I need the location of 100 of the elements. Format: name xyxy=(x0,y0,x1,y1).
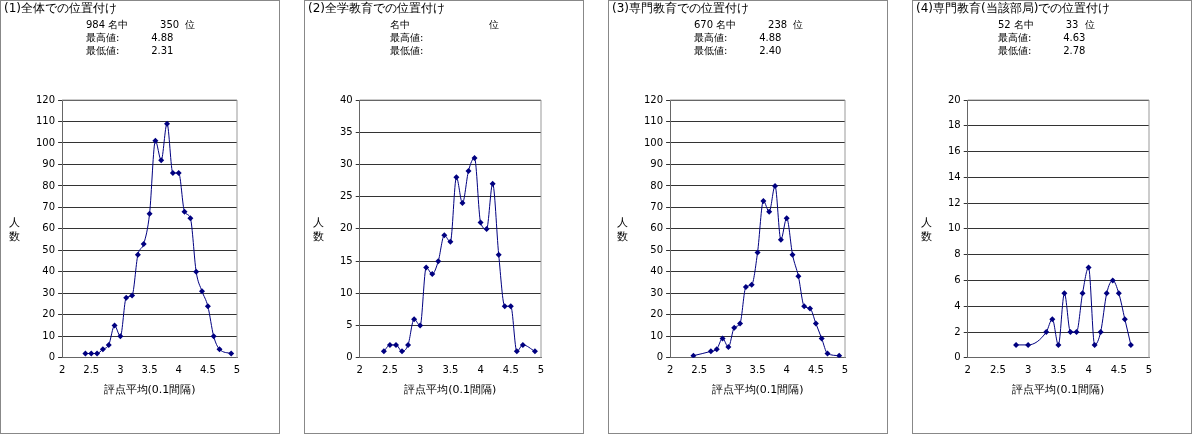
x-tick-label: 2.5 xyxy=(691,364,708,376)
y-axis-title: 人数 xyxy=(311,216,325,244)
point xyxy=(117,333,124,340)
point xyxy=(181,208,188,215)
x-tick-label: 3.5 xyxy=(1050,364,1067,376)
point xyxy=(471,155,478,162)
text: 最高値: 4.88 xyxy=(86,31,174,45)
point xyxy=(1013,341,1020,348)
point xyxy=(129,292,136,299)
point xyxy=(1067,329,1074,336)
x-tick-label: 5 xyxy=(537,364,545,376)
x-tick-label: 4 xyxy=(1085,364,1092,376)
text: 984 名中 350 位 xyxy=(86,18,196,32)
text: 最高値: 4.88 xyxy=(694,31,782,45)
point xyxy=(453,174,460,181)
y-tick-label: 70 xyxy=(42,201,56,213)
y-tick-label: 40 xyxy=(339,93,353,105)
point xyxy=(1061,290,1068,297)
point xyxy=(441,232,448,239)
y-axis-title: 人数 xyxy=(615,216,629,244)
y-tick-label: 35 xyxy=(339,125,353,137)
point xyxy=(1127,341,1134,348)
point xyxy=(1043,329,1050,336)
point xyxy=(175,170,182,177)
point xyxy=(795,273,802,280)
x-tick-label: 5 xyxy=(233,364,241,376)
point xyxy=(140,240,147,247)
point xyxy=(228,350,235,357)
point xyxy=(777,236,784,243)
y-tick-label: 110 xyxy=(35,115,56,127)
point xyxy=(169,170,176,177)
point xyxy=(1079,290,1086,297)
point xyxy=(1109,277,1116,284)
y-tick-label: 90 xyxy=(650,158,664,170)
y-tick-label: 10 xyxy=(339,286,353,298)
point xyxy=(707,348,714,355)
y-tick-label: 16 xyxy=(947,145,961,157)
y-tick-label: 0 xyxy=(48,351,56,363)
point xyxy=(158,157,165,164)
y-tick-label: 10 xyxy=(947,222,961,234)
y-tick-label: 60 xyxy=(42,222,56,234)
point xyxy=(429,271,436,278)
point xyxy=(1115,290,1122,297)
y-tick-label: 20 xyxy=(42,308,56,320)
y-tick-label: 90 xyxy=(42,158,56,170)
y-tick-label: 80 xyxy=(42,179,56,191)
point xyxy=(152,137,159,144)
y-tick-label: 4 xyxy=(954,299,961,311)
x-tick-label: 3 xyxy=(1024,364,1032,376)
y-tick-label: 5 xyxy=(346,319,353,331)
point xyxy=(507,303,514,310)
y-tick-label: 2 xyxy=(954,325,961,337)
y-tick-label: 0 xyxy=(954,351,961,363)
x-axis-title: 評点平均(0.1間隔) xyxy=(103,383,196,397)
point xyxy=(465,167,472,174)
point xyxy=(411,316,418,323)
text: 最高値: 4.63 xyxy=(998,31,1086,45)
point xyxy=(742,283,749,290)
point xyxy=(737,320,744,327)
point xyxy=(489,180,496,187)
x-tick-label: 2.5 xyxy=(989,364,1006,376)
point xyxy=(88,350,95,357)
y-tick-label: 14 xyxy=(947,170,961,182)
point xyxy=(719,335,726,342)
x-tick-label: 4 xyxy=(175,364,182,376)
point xyxy=(495,251,502,258)
y-tick-label: 25 xyxy=(339,190,353,202)
y-tick-label: 30 xyxy=(650,286,664,298)
point xyxy=(380,348,387,355)
chart-title: (3)専門教育での位置付け xyxy=(612,1,749,16)
x-tick-label: 3 xyxy=(416,364,424,376)
point xyxy=(513,348,520,355)
point xyxy=(824,350,831,357)
point xyxy=(447,238,454,245)
point xyxy=(1103,290,1110,297)
y-tick-label: 0 xyxy=(656,351,664,363)
point xyxy=(1055,341,1062,348)
point xyxy=(399,348,406,355)
y-tick-label: 15 xyxy=(339,254,353,266)
point xyxy=(392,341,399,348)
y-tick-label: 60 xyxy=(650,222,664,234)
y-tick-label: 30 xyxy=(42,286,56,298)
point xyxy=(94,350,101,357)
y-tick-label: 8 xyxy=(954,248,961,260)
y-tick-label: 70 xyxy=(650,201,664,213)
point xyxy=(1091,341,1098,348)
point xyxy=(812,320,819,327)
point xyxy=(754,249,761,256)
point xyxy=(199,288,206,295)
y-tick-label: 20 xyxy=(339,222,353,234)
point xyxy=(477,219,484,226)
x-tick-label: 4.5 xyxy=(1110,364,1127,376)
x-tick-label: 2 xyxy=(58,364,66,376)
y-tick-label: 0 xyxy=(346,351,353,363)
point xyxy=(690,352,697,358)
point xyxy=(1025,341,1032,348)
point xyxy=(501,303,508,310)
x-tick-label: 3 xyxy=(725,364,732,376)
point xyxy=(818,335,825,342)
x-tick-label: 2 xyxy=(666,364,674,376)
